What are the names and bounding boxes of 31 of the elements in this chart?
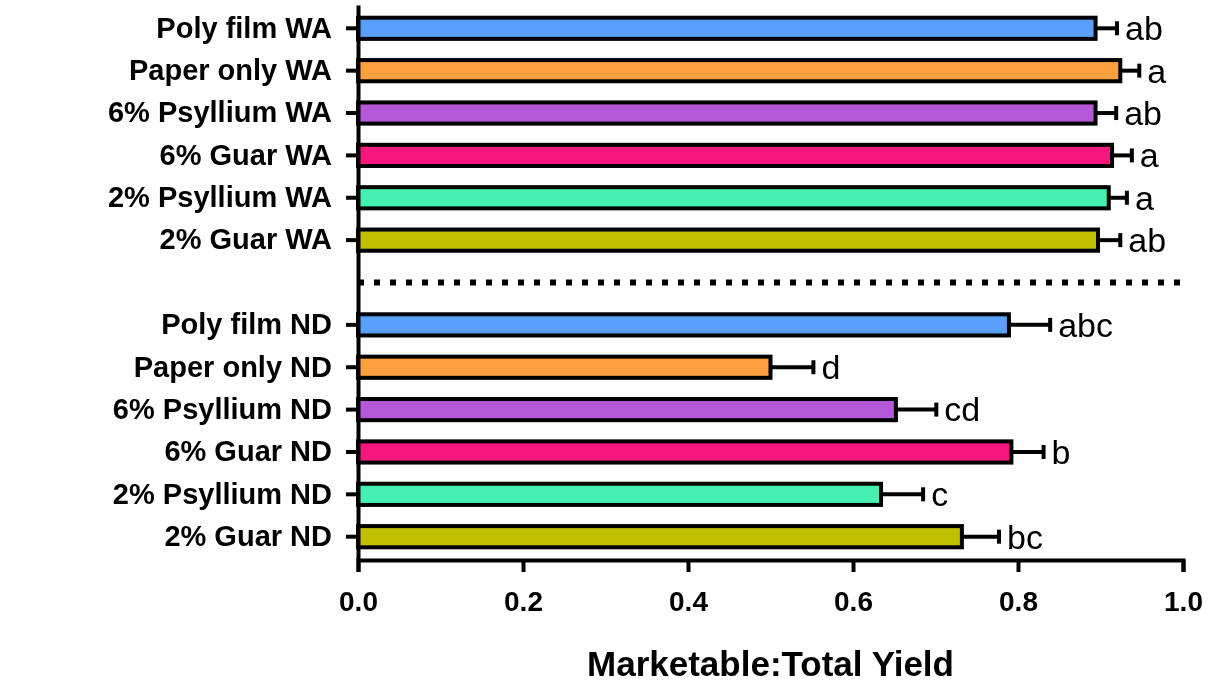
x-tick-label: 0.2 (504, 586, 543, 618)
data-label: d (821, 348, 841, 387)
data-label: a (1139, 136, 1159, 175)
x-tick-label: 1.0 (1164, 586, 1203, 618)
data-label: c (931, 475, 949, 514)
y-tick-label: 2% Guar WA (159, 223, 333, 256)
y-tick-label: Paper only WA (128, 53, 333, 86)
y-tick-label: 2% Psyllium ND (112, 477, 332, 510)
y-tick-label: 6% Guar ND (164, 435, 332, 468)
y-tick-label: Poly film WA (156, 11, 333, 44)
x-tick-label: 0.0 (339, 586, 378, 618)
y-tick-label: 6% Psyllium ND (112, 392, 332, 425)
data-label: ab (1124, 93, 1162, 132)
y-tick-label: Paper only ND (133, 350, 332, 383)
y-tick-label: 2% Psyllium WA (107, 181, 333, 214)
data-label: bc (1007, 517, 1043, 556)
y-tick-label: 6% Guar WA (159, 138, 333, 171)
y-tick-label: Poly film ND (161, 308, 332, 341)
x-axis-title: Marketable:Total Yield (587, 644, 954, 683)
data-label: b (1051, 432, 1071, 471)
y-tick-label: 6% Psyllium WA (107, 96, 333, 129)
data-label: abc (1058, 305, 1113, 344)
x-tick-label: 0.8 (999, 586, 1038, 618)
data-label: ab (1125, 9, 1163, 48)
x-tick-label: 0.4 (669, 586, 709, 618)
data-label: ab (1128, 221, 1167, 260)
x-tick-label: 0.6 (834, 586, 873, 618)
y-tick-label: 2% Guar ND (164, 519, 332, 552)
data-label: cd (944, 390, 981, 429)
data-label: a (1147, 51, 1167, 90)
data-label: a (1134, 178, 1154, 217)
